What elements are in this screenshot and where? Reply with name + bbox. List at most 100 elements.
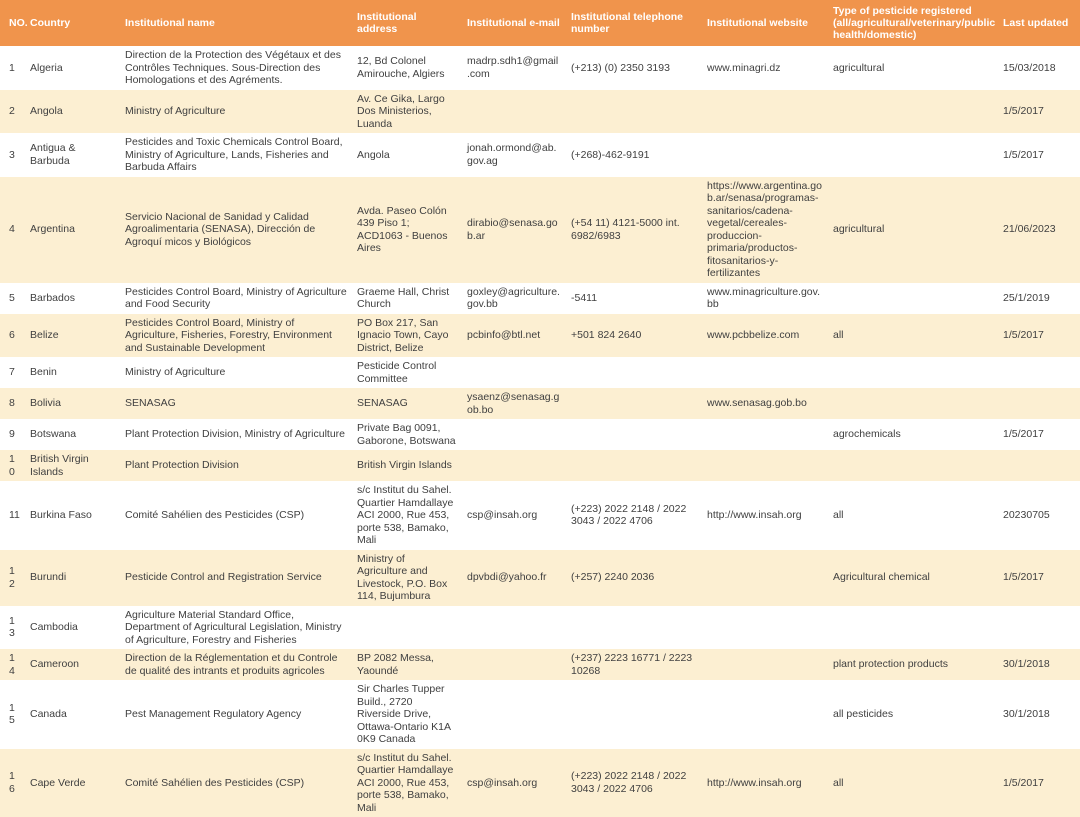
- cell-address: Angola: [353, 133, 463, 177]
- cell-email: ysaenz@senasag.gob.bo: [463, 388, 567, 419]
- cell-no: 3: [0, 133, 26, 177]
- cell-website: [703, 450, 829, 481]
- cell-country: Cameroon: [26, 649, 121, 680]
- cell-type: all: [829, 481, 999, 550]
- cell-type: [829, 606, 999, 650]
- column-header-phone: Institutional telephone number: [567, 0, 703, 46]
- cell-address: Graeme Hall, Christ Church: [353, 283, 463, 314]
- cell-updated: 20230705: [999, 481, 1080, 550]
- cell-country: Angola: [26, 90, 121, 134]
- cell-updated: [999, 357, 1080, 388]
- cell-no: 11: [0, 481, 26, 550]
- cell-type: all pesticides: [829, 680, 999, 749]
- cell-no: 13: [0, 606, 26, 650]
- cell-no: 4: [0, 177, 26, 283]
- cell-no: 16: [0, 749, 26, 817]
- cell-address: PO Box 217, San Ignacio Town, Cayo Distr…: [353, 314, 463, 358]
- cell-email: [463, 419, 567, 450]
- cell-country: Barbados: [26, 283, 121, 314]
- cell-email: pcbinfo@btl.net: [463, 314, 567, 358]
- cell-website: [703, 357, 829, 388]
- cell-phone: [567, 680, 703, 749]
- cell-email: dirabio@senasa.gob.ar: [463, 177, 567, 283]
- cell-updated: 1/5/2017: [999, 133, 1080, 177]
- cell-updated: 30/1/2018: [999, 680, 1080, 749]
- cell-name: Agriculture Material Standard Office, De…: [121, 606, 353, 650]
- cell-address: 12, Bd Colonel Amirouche, Algiers: [353, 46, 463, 90]
- cell-name: Plant Protection Division: [121, 450, 353, 481]
- cell-website: [703, 133, 829, 177]
- cell-type: [829, 133, 999, 177]
- cell-type: [829, 450, 999, 481]
- cell-phone: +501 824 2640: [567, 314, 703, 358]
- cell-name: Pesticide Control and Registration Servi…: [121, 550, 353, 606]
- cell-address: BP 2082 Messa, Yaoundé: [353, 649, 463, 680]
- cell-website: [703, 550, 829, 606]
- cell-no: 9: [0, 419, 26, 450]
- cell-name: Comité Sahélien des Pesticides (CSP): [121, 749, 353, 817]
- cell-type: agricultural: [829, 177, 999, 283]
- cell-website: www.senasag.gob.bo: [703, 388, 829, 419]
- cell-email: madrp.sdh1@gmail.com: [463, 46, 567, 90]
- cell-country: Cambodia: [26, 606, 121, 650]
- cell-country: Burundi: [26, 550, 121, 606]
- cell-name: Ministry of Agriculture: [121, 90, 353, 134]
- cell-country: Botswana: [26, 419, 121, 450]
- cell-no: 10: [0, 450, 26, 481]
- cell-name: Pesticides and Toxic Chemicals Control B…: [121, 133, 353, 177]
- cell-type: [829, 357, 999, 388]
- cell-name: Plant Protection Division, Ministry of A…: [121, 419, 353, 450]
- cell-type: agricultural: [829, 46, 999, 90]
- cell-no: 12: [0, 550, 26, 606]
- cell-name: Pest Management Regulatory Agency: [121, 680, 353, 749]
- cell-type: plant protection products: [829, 649, 999, 680]
- cell-updated: 25/1/2019: [999, 283, 1080, 314]
- cell-name: Pesticides Control Board, Ministry of Ag…: [121, 283, 353, 314]
- cell-phone: (+54 11) 4121-5000 int. 6982/6983: [567, 177, 703, 283]
- column-header-type: Type of pesticide registered (all/agricu…: [829, 0, 999, 46]
- cell-website: http://www.insah.org: [703, 481, 829, 550]
- column-header-no: NO.: [0, 0, 26, 46]
- cell-phone: -5411: [567, 283, 703, 314]
- cell-website: www.pcbbelize.com: [703, 314, 829, 358]
- column-header-name: Institutional name: [121, 0, 353, 46]
- cell-country: Canada: [26, 680, 121, 749]
- cell-no: 8: [0, 388, 26, 419]
- cell-email: [463, 649, 567, 680]
- cell-email: [463, 680, 567, 749]
- cell-updated: 1/5/2017: [999, 90, 1080, 134]
- cell-no: 5: [0, 283, 26, 314]
- cell-email: [463, 450, 567, 481]
- cell-type: [829, 283, 999, 314]
- cell-updated: 15/03/2018: [999, 46, 1080, 90]
- cell-no: 2: [0, 90, 26, 134]
- cell-updated: [999, 450, 1080, 481]
- cell-no: 15: [0, 680, 26, 749]
- cell-updated: [999, 388, 1080, 419]
- cell-address: Ministry of Agriculture and Livestock, P…: [353, 550, 463, 606]
- cell-email: csp@insah.org: [463, 749, 567, 817]
- cell-name: Direction de la Réglementation et du Con…: [121, 649, 353, 680]
- cell-updated: 1/5/2017: [999, 314, 1080, 358]
- cell-no: 7: [0, 357, 26, 388]
- column-header-address: Institutional address: [353, 0, 463, 46]
- cell-email: goxley@agriculture.gov.bb: [463, 283, 567, 314]
- cell-email: [463, 90, 567, 134]
- column-header-country: Country: [26, 0, 121, 46]
- cell-updated: 30/1/2018: [999, 649, 1080, 680]
- cell-updated: 1/5/2017: [999, 419, 1080, 450]
- cell-name: Comité Sahélien des Pesticides (CSP): [121, 481, 353, 550]
- cell-no: 6: [0, 314, 26, 358]
- cell-website: [703, 649, 829, 680]
